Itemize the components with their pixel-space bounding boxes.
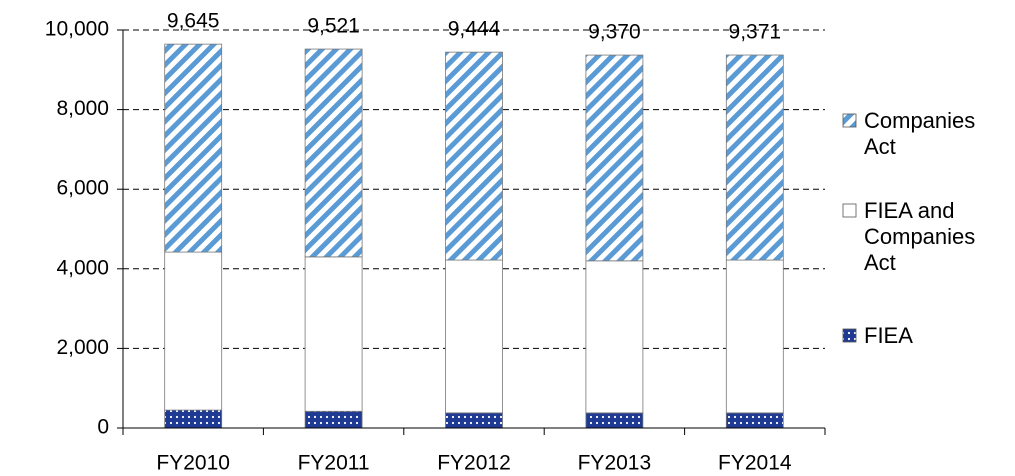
x-tick-label: FY2014 <box>718 452 792 475</box>
bar-segment <box>164 251 223 411</box>
bar-segment <box>445 51 503 261</box>
x-tick-label: FY2011 <box>298 452 370 475</box>
y-tick-label: 4,000 <box>56 256 109 279</box>
legend-label: Companies Act <box>864 108 976 159</box>
total-label: 9,371 <box>729 21 782 44</box>
total-label: 9,370 <box>588 21 641 44</box>
x-tick-label: FY2010 <box>156 452 230 475</box>
bar-segment <box>725 412 784 429</box>
legend-label: FIEA and Companies Act <box>864 198 976 275</box>
bar-segment <box>164 43 223 253</box>
y-tick-label: 6,000 <box>56 177 109 200</box>
total-label: 9,645 <box>167 10 220 33</box>
legend-swatch <box>842 203 857 218</box>
y-tick-label: 8,000 <box>56 97 109 120</box>
bar-segment <box>725 259 784 414</box>
bar-segment <box>164 409 223 429</box>
x-tick-label: FY2013 <box>578 452 652 475</box>
total-label: 9,521 <box>307 15 360 38</box>
bar-segment <box>725 54 784 261</box>
total-label: 9,444 <box>448 18 501 41</box>
bar-segment <box>585 412 644 429</box>
legend-swatch <box>842 113 857 128</box>
legend-label: FIEA <box>864 323 913 348</box>
y-tick-label: 2,000 <box>56 336 109 359</box>
bar-segment <box>585 260 644 414</box>
y-tick-label: 0 <box>97 416 109 439</box>
bar-segment <box>304 410 363 429</box>
bar-segment <box>304 256 363 412</box>
bar-segment <box>304 48 363 258</box>
x-tick-label: FY2012 <box>437 452 511 475</box>
bar-segment <box>445 259 503 414</box>
bar-segment <box>445 412 503 429</box>
bar-segment <box>585 54 644 262</box>
legend-swatch <box>842 328 857 343</box>
y-tick-label: 10,000 <box>45 18 109 41</box>
